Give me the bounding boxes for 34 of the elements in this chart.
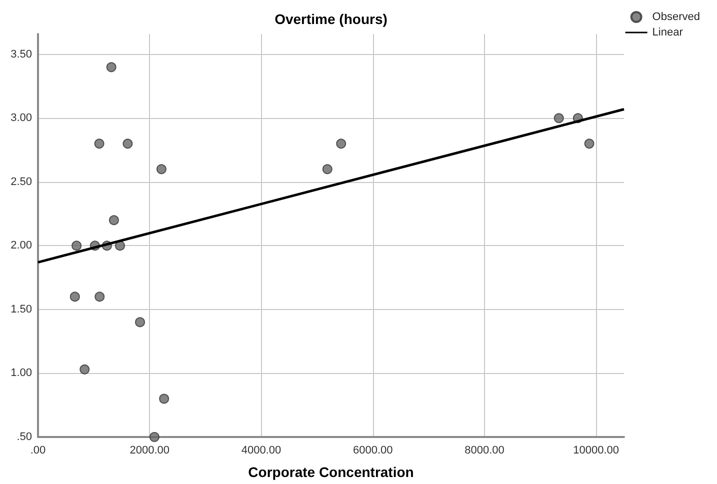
point xyxy=(108,215,119,226)
y-tick-label: .50 xyxy=(16,431,32,443)
point xyxy=(72,240,82,251)
point xyxy=(70,292,80,302)
point xyxy=(122,138,133,149)
x-tick-label: 8000.00 xyxy=(464,444,504,456)
x-tick-label: 4000.00 xyxy=(241,444,282,456)
x-tick-label: 6000.00 xyxy=(352,444,393,456)
point xyxy=(584,138,594,149)
point xyxy=(94,138,104,149)
point xyxy=(156,164,166,174)
point xyxy=(159,394,170,404)
y-tick-label: 1.50 xyxy=(10,303,32,316)
y-tick-label: 1.00 xyxy=(10,367,32,380)
point xyxy=(94,292,105,302)
y-tick-label: 2.00 xyxy=(10,240,32,252)
point xyxy=(149,432,160,442)
y-tick-label: 3.00 xyxy=(10,112,32,124)
x-axis-title: Corporate Concentration xyxy=(248,464,414,480)
y-tick-label: 2.50 xyxy=(10,176,32,188)
point xyxy=(135,317,146,328)
point xyxy=(336,138,346,149)
point xyxy=(106,62,116,72)
legend-label: Linear xyxy=(652,26,684,38)
x-tick-label: 10000.00 xyxy=(573,444,620,456)
point xyxy=(554,113,564,124)
x-tick-label: 2000.00 xyxy=(130,444,170,456)
point xyxy=(114,240,125,251)
point xyxy=(322,164,332,174)
y-tick-label: 3.50 xyxy=(10,48,32,60)
y-axis-title: Overtime (hours) xyxy=(274,11,388,27)
legend-label: Observed xyxy=(652,11,700,23)
point xyxy=(80,364,90,374)
x-tick-label: .00 xyxy=(30,444,46,456)
